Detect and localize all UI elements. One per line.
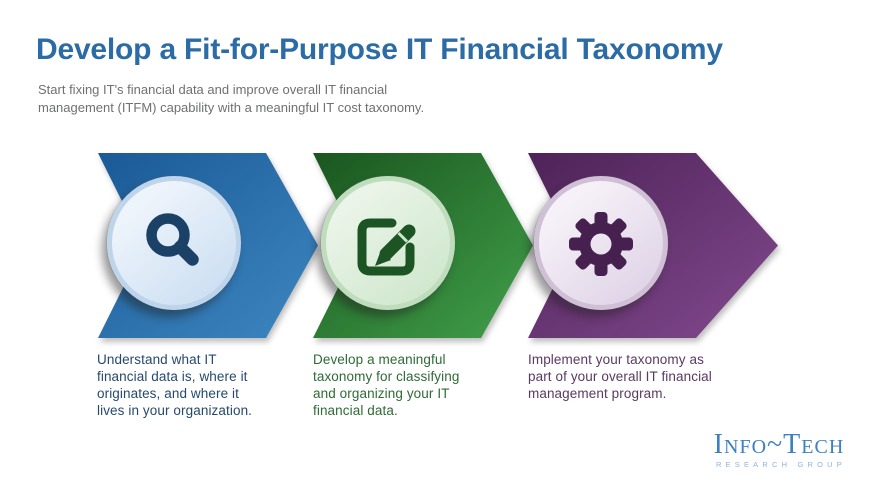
step-description: Implement your taxonomy as part of your … <box>528 352 712 401</box>
page-title: Develop a Fit-for-Purpose IT Financial T… <box>36 33 723 66</box>
step-circle <box>107 176 241 310</box>
step-circle <box>534 176 668 310</box>
gear-icon <box>569 212 633 276</box>
edit-icon <box>357 218 416 276</box>
search-icon <box>146 213 199 266</box>
logo-wordmark: Info~Tech <box>713 429 845 460</box>
step-description: Understand what IT financial data is, wh… <box>97 352 253 418</box>
page-subtitle: Start fixing IT's financial data and imp… <box>38 82 425 115</box>
infotech-logo: Info~Tech RESEARCH GROUP <box>712 431 846 470</box>
step-description: Develop a meaningful taxonomy for classi… <box>313 352 460 418</box>
logo-subtext: RESEARCH GROUP <box>715 460 846 469</box>
step-circle <box>321 176 455 310</box>
